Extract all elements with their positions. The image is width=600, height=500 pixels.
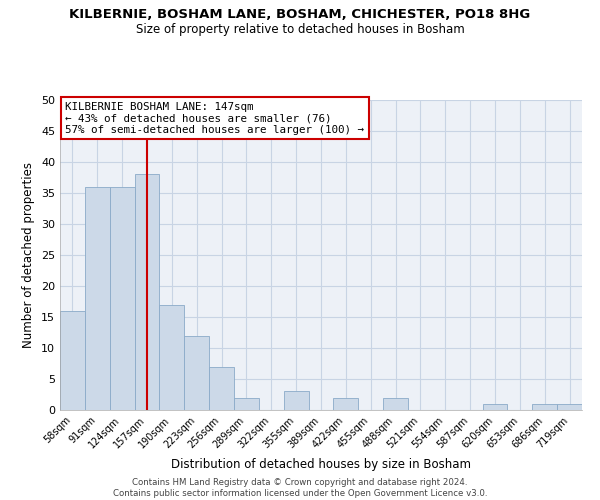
Bar bbox=[334, 398, 358, 410]
Bar bbox=[209, 366, 234, 410]
Y-axis label: Number of detached properties: Number of detached properties bbox=[22, 162, 35, 348]
Bar bbox=[60, 311, 85, 410]
Bar bbox=[160, 304, 184, 410]
Bar bbox=[134, 174, 160, 410]
Bar bbox=[184, 336, 209, 410]
Bar bbox=[85, 187, 110, 410]
Bar bbox=[110, 187, 134, 410]
Bar bbox=[284, 392, 308, 410]
Bar bbox=[383, 398, 408, 410]
Bar bbox=[234, 398, 259, 410]
X-axis label: Distribution of detached houses by size in Bosham: Distribution of detached houses by size … bbox=[171, 458, 471, 471]
Bar bbox=[557, 404, 582, 410]
Bar bbox=[532, 404, 557, 410]
Text: Contains HM Land Registry data © Crown copyright and database right 2024.
Contai: Contains HM Land Registry data © Crown c… bbox=[113, 478, 487, 498]
Text: KILBERNIE, BOSHAM LANE, BOSHAM, CHICHESTER, PO18 8HG: KILBERNIE, BOSHAM LANE, BOSHAM, CHICHEST… bbox=[70, 8, 530, 20]
Bar bbox=[482, 404, 508, 410]
Text: Size of property relative to detached houses in Bosham: Size of property relative to detached ho… bbox=[136, 22, 464, 36]
Text: KILBERNIE BOSHAM LANE: 147sqm
← 43% of detached houses are smaller (76)
57% of s: KILBERNIE BOSHAM LANE: 147sqm ← 43% of d… bbox=[65, 102, 364, 134]
